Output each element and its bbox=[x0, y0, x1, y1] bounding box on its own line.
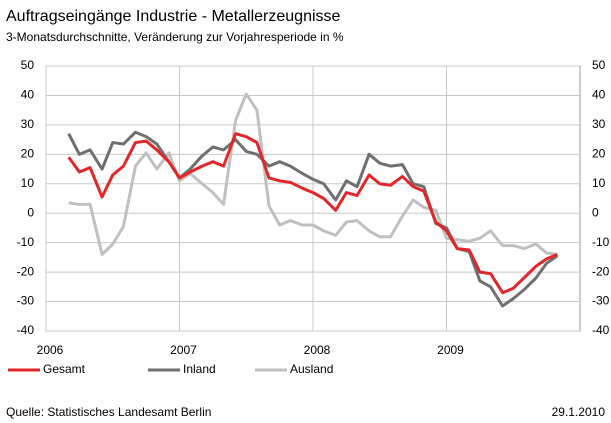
line bbox=[68, 92, 558, 256]
y-tick-label: 30 bbox=[21, 117, 35, 131]
y2-tick-label: 50 bbox=[592, 58, 606, 72]
chart-subtitle: 3-Monatsdurchschnitte, Veränderung zur V… bbox=[6, 30, 344, 44]
x-tick-label: 2006 bbox=[37, 343, 64, 357]
line bbox=[67, 132, 558, 295]
y-tick-label: -20 bbox=[17, 264, 35, 278]
y2-tick-label: -40 bbox=[592, 323, 610, 337]
y-tick-label: -30 bbox=[17, 294, 35, 308]
y2-tick-label: 0 bbox=[592, 205, 599, 219]
x-tick-label: 2009 bbox=[437, 343, 464, 357]
y-tick-label: 10 bbox=[21, 176, 35, 190]
x-tick-label: 2008 bbox=[304, 343, 331, 357]
chart-title: Auftragseingänge Industrie - Metallerzeu… bbox=[6, 8, 341, 25]
legend-label: Inland bbox=[183, 362, 216, 376]
date: 29.1.2010 bbox=[552, 405, 606, 419]
y-tick-label: 40 bbox=[21, 88, 35, 102]
legend-label: Gesamt bbox=[43, 362, 86, 376]
y2-tick-label: 20 bbox=[592, 147, 606, 161]
y2-tick-label: 40 bbox=[592, 88, 606, 102]
y2-tick-label: 30 bbox=[592, 117, 606, 131]
x-tick-label: 2007 bbox=[170, 343, 197, 357]
y2-tick-label: -10 bbox=[592, 235, 610, 249]
legend-label: Ausland bbox=[290, 362, 333, 376]
y-tick-label: 50 bbox=[21, 58, 35, 72]
y2-tick-label: -30 bbox=[592, 294, 610, 308]
y2-tick-label: -20 bbox=[592, 264, 610, 278]
y-tick-label: 0 bbox=[27, 205, 34, 219]
line bbox=[67, 130, 559, 308]
source: Quelle: Statistisches Landesamt Berlin bbox=[6, 405, 211, 419]
y-tick-label: 20 bbox=[21, 147, 35, 161]
y-tick-label: -10 bbox=[17, 235, 35, 249]
y-tick-label: -40 bbox=[17, 323, 35, 337]
y2-tick-label: 10 bbox=[592, 176, 606, 190]
